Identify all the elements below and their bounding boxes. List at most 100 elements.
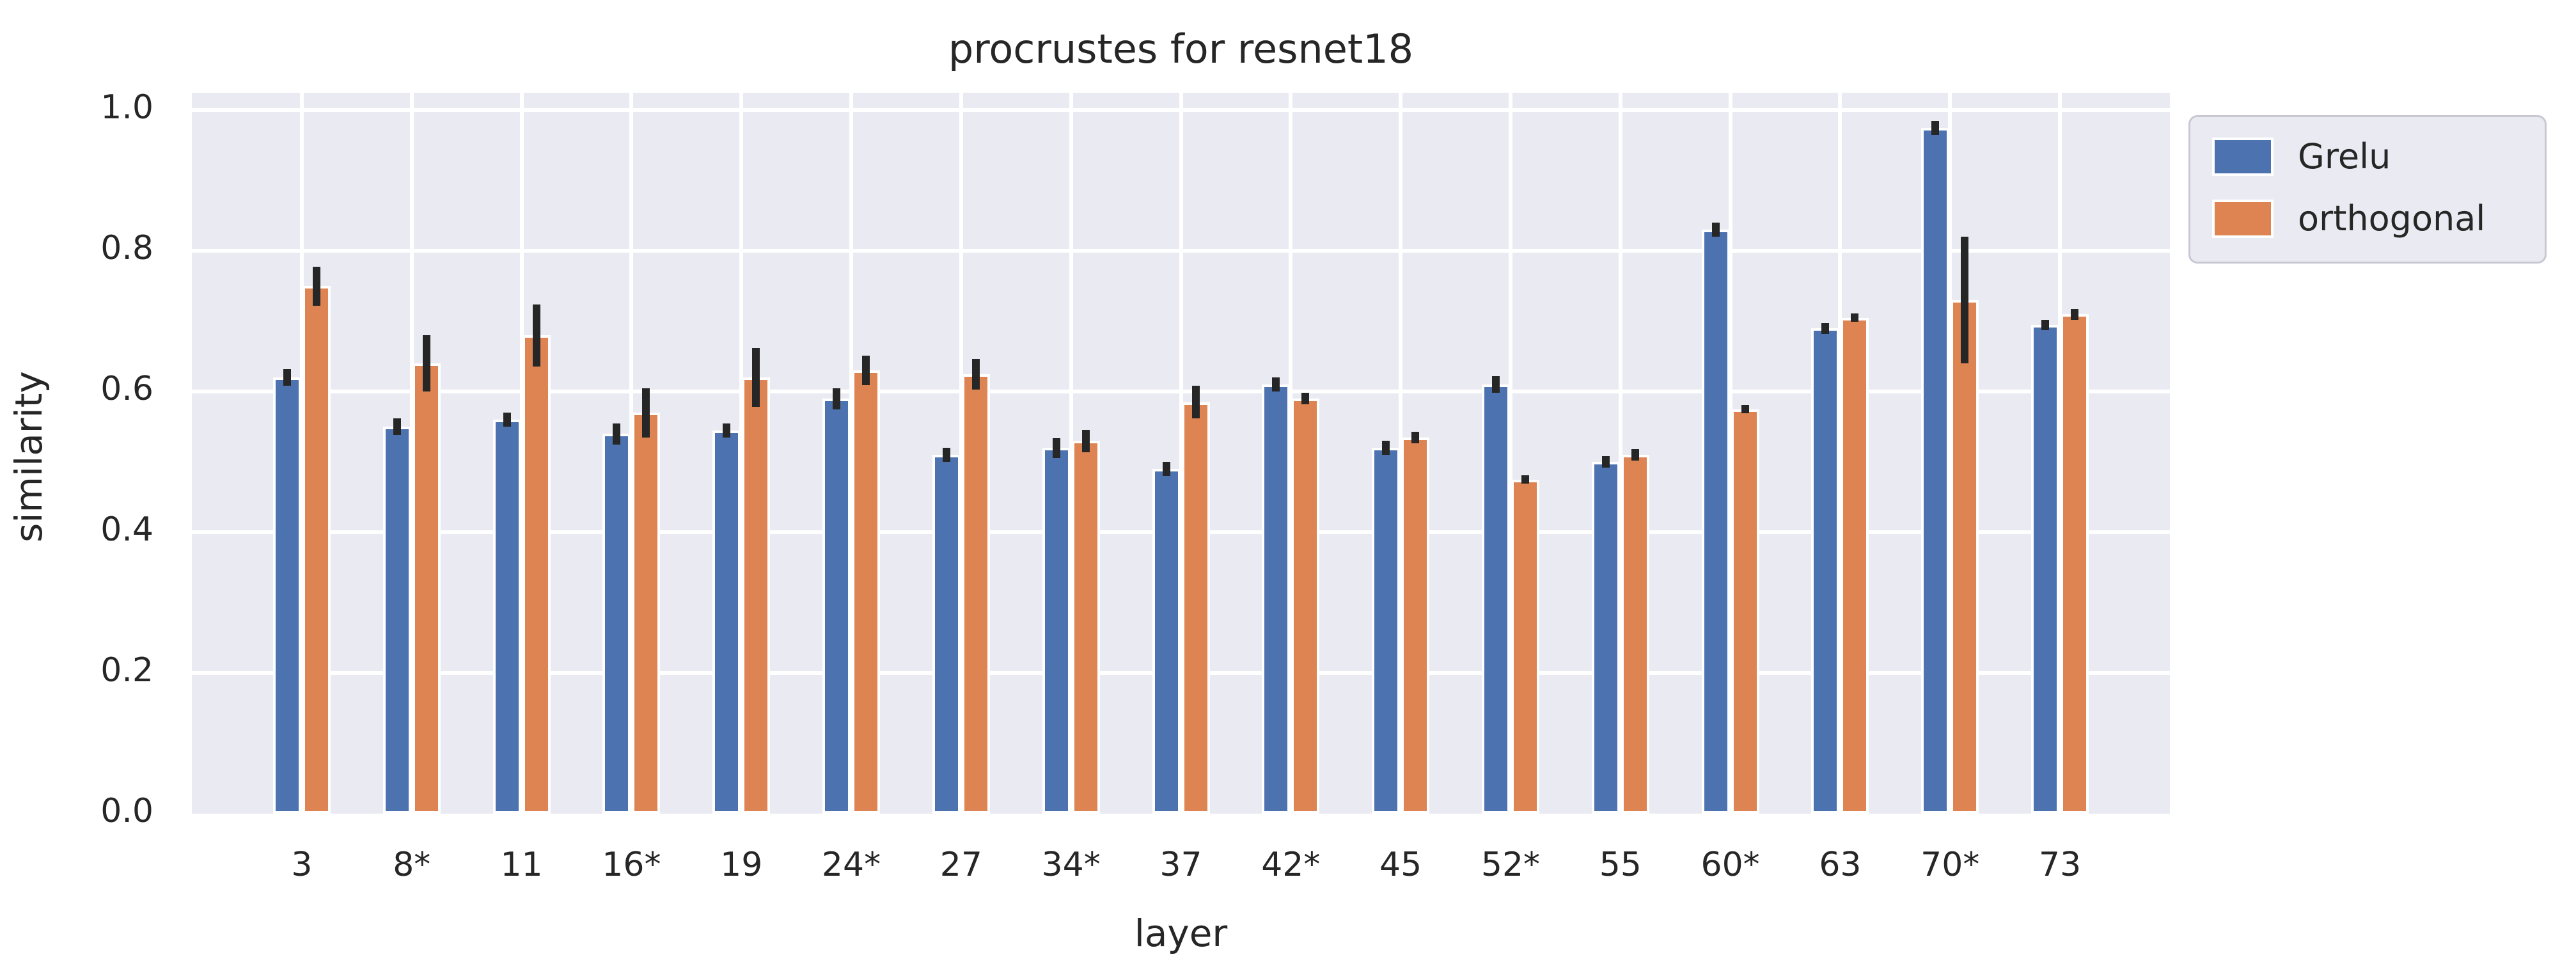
y-tick-label: 0.2 (100, 651, 153, 690)
error-bar-orthogonal-8* (422, 335, 430, 392)
y-tick-label: 0.6 (100, 370, 153, 409)
bar-orthogonal-8* (412, 363, 441, 814)
grid-line-vertical (2058, 93, 2062, 814)
error-bar-orthogonal-16* (642, 388, 650, 438)
bar-grelu-24* (822, 399, 851, 814)
error-bar-grelu-37 (1162, 462, 1170, 477)
x-tick-label-73: 73 (2038, 846, 2082, 884)
error-bar-orthogonal-55 (1631, 449, 1639, 461)
bar-orthogonal-55 (1621, 455, 1649, 814)
error-bar-grelu-55 (1601, 456, 1610, 468)
grid-line-vertical (1838, 93, 1842, 814)
error-bar-orthogonal-37 (1191, 386, 1200, 419)
x-tick-label-11: 11 (500, 846, 543, 884)
bar-orthogonal-19 (742, 377, 771, 814)
bar-grelu-3 (272, 377, 301, 814)
bar-grelu-45 (1372, 448, 1401, 814)
error-bar-grelu-11 (503, 413, 511, 427)
bar-orthogonal-73 (2061, 314, 2089, 814)
error-bar-orthogonal-3 (312, 266, 320, 306)
bar-grelu-63 (1811, 328, 1840, 814)
error-bar-grelu-52* (1491, 376, 1500, 393)
error-bar-orthogonal-19 (752, 348, 760, 407)
x-tick-label-3: 3 (291, 846, 313, 884)
bar-orthogonal-34* (1071, 441, 1100, 814)
x-tick-label-24*: 24* (821, 846, 881, 884)
x-tick-label-8*: 8* (393, 846, 431, 884)
bar-orthogonal-52* (1511, 479, 1539, 814)
grid-line-vertical (1618, 93, 1622, 814)
legend-swatch-icon (2212, 137, 2274, 176)
bar-orthogonal-42* (1291, 399, 1320, 814)
legend-swatch-icon (2212, 199, 2274, 238)
error-bar-grelu-60* (1711, 223, 1720, 237)
grid-line-vertical (629, 93, 634, 814)
x-tick-label-60*: 60* (1700, 846, 1760, 884)
error-bar-orthogonal-45 (1411, 431, 1420, 443)
bar-grelu-27 (932, 455, 961, 814)
error-bar-orthogonal-73 (2071, 308, 2079, 320)
grid-line-vertical (739, 93, 744, 814)
grid-line-vertical (1069, 93, 1073, 814)
grid-line-vertical (409, 93, 414, 814)
bar-grelu-37 (1152, 469, 1181, 814)
y-tick-label: 0.4 (100, 510, 153, 549)
bar-orthogonal-16* (632, 413, 661, 814)
error-bar-orthogonal-11 (532, 304, 540, 367)
grid-line-vertical (519, 93, 524, 814)
error-bar-grelu-3 (283, 369, 291, 386)
y-tick-label: 0.0 (100, 792, 153, 830)
bar-orthogonal-63 (1841, 317, 1869, 814)
x-tick-label-19: 19 (720, 846, 763, 884)
legend-label: Grelu (2298, 136, 2391, 177)
error-bar-orthogonal-34* (1081, 429, 1090, 452)
bar-grelu-42* (1262, 384, 1291, 814)
error-bar-grelu-8* (393, 418, 401, 436)
error-bar-grelu-19 (723, 423, 731, 438)
bar-orthogonal-11 (522, 335, 551, 814)
y-tick-label: 0.8 (100, 229, 153, 268)
x-tick-label-27: 27 (939, 846, 982, 884)
error-bar-grelu-63 (1821, 322, 1830, 335)
bar-grelu-60* (1701, 230, 1730, 814)
x-axis-label: layer (1134, 912, 1228, 955)
grid-line-vertical (1948, 93, 1952, 814)
legend: Grelu orthogonal (2188, 115, 2547, 264)
legend-item: Grelu (2212, 136, 2523, 177)
bar-orthogonal-45 (1401, 437, 1430, 814)
error-bar-orthogonal-52* (1521, 475, 1529, 484)
x-tick-label-70*: 70* (1920, 846, 1980, 884)
x-tick-label-16*: 16* (602, 846, 661, 884)
chart-title: procrustes for resnet18 (948, 26, 1414, 72)
error-bar-orthogonal-24* (862, 356, 870, 386)
x-tick-label-63: 63 (1819, 846, 1862, 884)
bar-orthogonal-70* (1951, 300, 1979, 814)
bar-grelu-55 (1591, 462, 1620, 814)
bar-orthogonal-37 (1181, 402, 1210, 814)
grid-line-vertical (1728, 93, 1732, 814)
bar-grelu-34* (1042, 448, 1071, 814)
error-bar-grelu-73 (2041, 320, 2050, 330)
grid-line-vertical (1179, 93, 1183, 814)
error-bar-orthogonal-70* (1961, 237, 1969, 364)
x-tick-label-55: 55 (1599, 846, 1642, 884)
legend-label: orthogonal (2298, 198, 2486, 239)
bar-orthogonal-60* (1731, 409, 1759, 814)
y-axis-label: similarity (7, 371, 51, 542)
legend-item: orthogonal (2212, 198, 2523, 239)
grid-line-vertical (1289, 93, 1293, 814)
error-bar-grelu-27 (942, 448, 950, 462)
error-bar-grelu-45 (1382, 441, 1390, 455)
x-tick-label-52*: 52* (1480, 846, 1541, 884)
bar-grelu-19 (712, 430, 741, 814)
grid-line-vertical (299, 93, 304, 814)
grid-line-vertical (1399, 93, 1403, 814)
bar-grelu-52* (1481, 384, 1510, 814)
plot-area (192, 93, 2170, 814)
bar-grelu-70* (1921, 127, 1950, 814)
error-bar-orthogonal-27 (971, 358, 980, 390)
bar-grelu-73 (2031, 324, 2060, 814)
grid-line-vertical (959, 93, 963, 814)
error-bar-grelu-16* (613, 423, 621, 445)
